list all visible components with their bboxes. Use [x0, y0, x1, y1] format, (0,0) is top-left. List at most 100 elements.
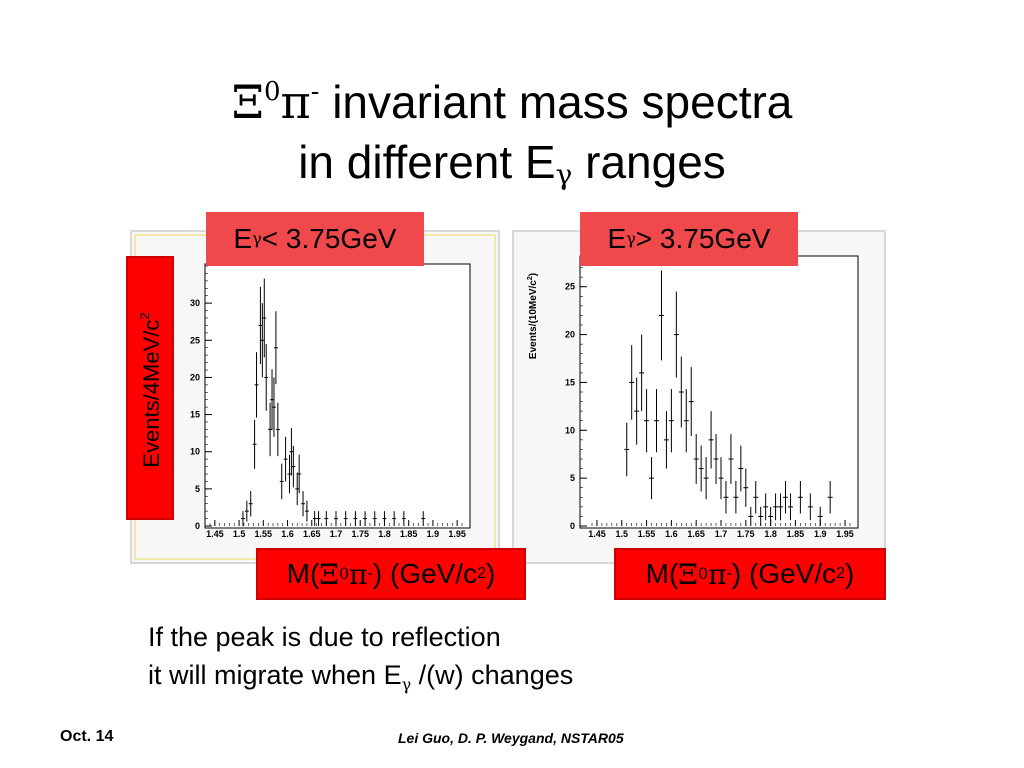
data-point: [639, 334, 645, 412]
data-point: [654, 389, 659, 453]
y-axis-label: Events/4MeV/c2: [137, 312, 164, 468]
data-point: [252, 419, 257, 469]
data-point: [783, 481, 788, 514]
right-histogram: 1.45 1.5 1.55 1.6 1.65 1.7 1.75 1.8 1.85 1.9 1.95 0…: [527, 255, 859, 539]
data-point: [258, 286, 263, 365]
y-tick-label: 10: [190, 447, 200, 457]
x-tick-label: 1.45: [206, 529, 224, 539]
y-tick-label: 5: [195, 484, 200, 494]
data-point: [262, 278, 267, 358]
data-point: [708, 411, 714, 469]
reflection-note: If the peak is due to reflection it will…: [148, 618, 573, 694]
data-point: [244, 500, 249, 522]
data-point: [688, 367, 694, 437]
x-tick-label: 1.65: [687, 529, 705, 539]
x-tick-label: 1.6: [665, 529, 678, 539]
data-point: [718, 457, 724, 500]
x-tick-label: 1.45: [588, 529, 606, 539]
note-line-1: If the peak is due to reflection: [148, 622, 501, 652]
data-point: [698, 445, 704, 492]
data-point: [797, 481, 803, 514]
data-point: [778, 493, 784, 521]
data-point: [624, 422, 630, 477]
y-axis-title-close: ): [528, 273, 539, 276]
x-tick-label: 1.85: [787, 529, 805, 539]
data-point: [773, 493, 779, 521]
data-point: [353, 511, 358, 526]
x-tick-label: 1.95: [836, 529, 854, 539]
data-point: [723, 481, 729, 514]
plot-area: [579, 255, 859, 529]
data-point: [260, 303, 265, 378]
x-tick-label: 1.85: [400, 529, 418, 539]
x-tick-label: 1.65: [303, 529, 321, 539]
x-tick-label: 1.55: [638, 529, 656, 539]
data-point: [268, 402, 273, 457]
data-point: [273, 311, 278, 385]
data-point: [316, 511, 321, 526]
x-tick-label: 1.8: [764, 529, 777, 539]
title-line-2: in different Eγ ranges: [298, 136, 726, 191]
data-point: [693, 434, 699, 484]
y-tick-label: 5: [570, 473, 575, 483]
data-point: [392, 511, 397, 526]
data-point: [703, 457, 709, 500]
y-axis-label-box: Events/4MeV/c2: [126, 256, 174, 520]
x-tick-label: 1.5: [616, 529, 629, 539]
data-point: [787, 493, 793, 521]
y-axis-title: Events/(10MeV/c2): [527, 273, 539, 359]
x-tick-label: 1.5: [233, 529, 246, 539]
y-tick-label: 20: [190, 372, 200, 382]
data-point: [270, 369, 274, 431]
data-point: [289, 427, 294, 476]
x-tick-label: 1.55: [255, 529, 273, 539]
x-tick-label: 1.7: [715, 529, 728, 539]
data-point: [275, 402, 280, 457]
data-point: [753, 481, 759, 514]
data-point: [272, 377, 276, 437]
data-point: [382, 511, 387, 526]
y-tick-label: 20: [565, 330, 575, 340]
data-point: [817, 506, 823, 526]
data-point: [644, 389, 650, 453]
x-tick-label: 1.8: [378, 529, 391, 539]
title-line-1: Ξ0π- invariant mass spectra: [231, 75, 793, 129]
y-tick-label: 0: [570, 521, 575, 531]
data-point: [283, 436, 288, 482]
data-point: [738, 445, 744, 492]
data-point: [768, 506, 774, 526]
y-tick-label: 15: [565, 377, 575, 387]
data-point: [649, 457, 655, 500]
data-point: [291, 445, 296, 488]
data-point: [733, 481, 739, 514]
data-point: [663, 411, 669, 469]
data-point: [248, 491, 253, 517]
x-tick-label: 1.7: [330, 529, 343, 539]
data-point: [297, 454, 302, 494]
data-point: [287, 454, 292, 494]
y-tick-label: 25: [190, 335, 200, 345]
data-point: [295, 472, 300, 506]
data-point: [827, 481, 833, 514]
data-point: [748, 506, 754, 526]
data-point: [713, 434, 719, 484]
note-line-2: it will migrate when Eγ /(w) changes: [148, 660, 574, 694]
x-tick-label: 1.9: [814, 529, 827, 539]
data-point: [634, 377, 640, 445]
y-axis-title-sup: 2: [527, 276, 534, 280]
data-point: [658, 270, 664, 361]
x-tick-label: 1.95: [448, 529, 466, 539]
y-tick-label: 25: [565, 282, 575, 292]
data-point: [312, 511, 317, 526]
data-point: [324, 511, 329, 526]
data-point: [372, 511, 377, 526]
data-point: [301, 491, 305, 517]
y-tick-label: 0: [195, 521, 200, 531]
data-point: [743, 468, 749, 507]
footer-authors: Lei Guo, D. P. Weygand, NSTAR05: [398, 730, 624, 746]
left-histogram: 1.45 1.5 1.55 1.6 1.65 1.7 1.75 1.8 1.85 1.9 1.95 0…: [190, 263, 471, 539]
x-tick-label: 1.75: [737, 529, 755, 539]
left-x-axis-label: M(Ξ 0 π -) (GeV/c 2): [256, 548, 526, 600]
data-point: [668, 389, 674, 453]
x-tick-label: 1.75: [351, 529, 369, 539]
